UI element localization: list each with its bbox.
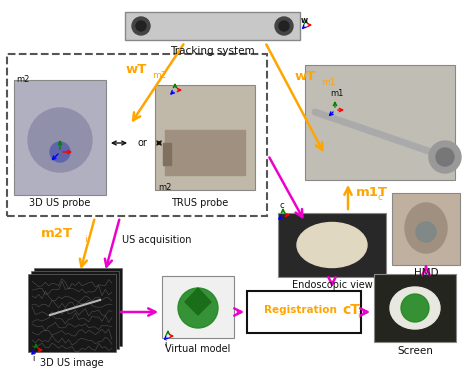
FancyBboxPatch shape xyxy=(278,213,386,277)
FancyBboxPatch shape xyxy=(34,268,122,346)
Circle shape xyxy=(429,141,461,173)
Circle shape xyxy=(178,288,218,328)
Ellipse shape xyxy=(390,287,440,329)
FancyBboxPatch shape xyxy=(28,274,116,352)
Ellipse shape xyxy=(405,203,447,253)
Text: Virtual model: Virtual model xyxy=(165,344,231,354)
Text: TRUS probe: TRUS probe xyxy=(171,198,229,208)
Text: i: i xyxy=(357,310,359,320)
FancyBboxPatch shape xyxy=(374,274,456,342)
Text: c: c xyxy=(280,201,285,210)
Text: m1: m1 xyxy=(330,89,344,98)
Circle shape xyxy=(132,17,150,35)
Ellipse shape xyxy=(416,222,436,242)
FancyBboxPatch shape xyxy=(125,12,300,40)
Text: Screen: Screen xyxy=(397,346,433,356)
Bar xyxy=(165,130,245,175)
Circle shape xyxy=(136,21,146,31)
Text: or: or xyxy=(137,138,147,148)
Text: 3D US image: 3D US image xyxy=(40,358,104,368)
Text: 3D US probe: 3D US probe xyxy=(29,198,91,208)
FancyBboxPatch shape xyxy=(305,65,455,180)
Text: i: i xyxy=(164,340,167,349)
Text: wT: wT xyxy=(125,63,146,76)
Circle shape xyxy=(50,142,70,162)
Text: US acquisition: US acquisition xyxy=(122,235,191,245)
Circle shape xyxy=(436,148,454,166)
Circle shape xyxy=(28,108,92,172)
Text: m2: m2 xyxy=(16,75,29,84)
Circle shape xyxy=(401,294,429,322)
Ellipse shape xyxy=(297,223,367,268)
Text: m1: m1 xyxy=(321,78,336,87)
FancyBboxPatch shape xyxy=(162,276,234,338)
Text: Endoscopic view: Endoscopic view xyxy=(292,280,373,290)
Text: w: w xyxy=(301,16,308,25)
Text: c: c xyxy=(378,193,383,202)
Text: HMD: HMD xyxy=(414,268,439,278)
Text: m2T: m2T xyxy=(41,227,73,240)
Text: m1T: m1T xyxy=(356,186,388,199)
Text: m2: m2 xyxy=(158,183,171,192)
Circle shape xyxy=(279,21,289,31)
Text: Tracking system: Tracking system xyxy=(170,46,254,56)
Circle shape xyxy=(275,17,293,35)
FancyBboxPatch shape xyxy=(155,85,255,190)
FancyBboxPatch shape xyxy=(14,80,106,195)
Text: Registration: Registration xyxy=(264,305,337,315)
Text: i: i xyxy=(84,235,87,244)
FancyBboxPatch shape xyxy=(31,271,119,349)
Polygon shape xyxy=(185,288,211,315)
Text: i: i xyxy=(32,354,34,363)
Text: m2: m2 xyxy=(152,71,167,80)
Bar xyxy=(163,143,171,165)
FancyBboxPatch shape xyxy=(247,291,361,333)
Text: wT: wT xyxy=(294,70,316,83)
FancyBboxPatch shape xyxy=(392,193,460,265)
Text: cT: cT xyxy=(342,303,360,317)
